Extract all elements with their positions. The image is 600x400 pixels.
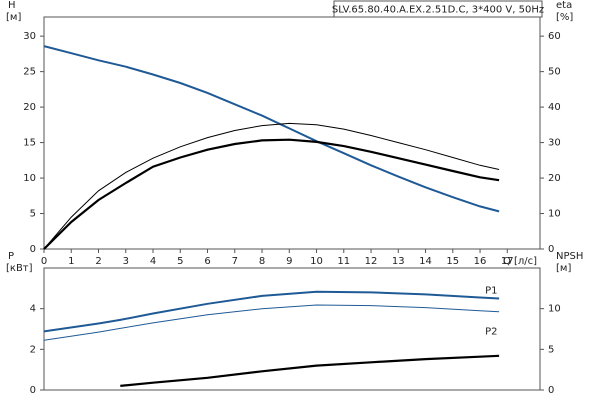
y2-tick-label: 10 (548, 209, 561, 220)
y-tick-label: 25 (23, 67, 36, 78)
y2-tick-label: 50 (548, 67, 561, 78)
series-label: P1 (485, 286, 497, 297)
y2-tick-label: 60 (548, 31, 561, 42)
y-axis-label: P (8, 251, 14, 262)
x-tick-label: 7 (232, 256, 238, 267)
x-tick-label: 0 (41, 256, 47, 267)
series-line (43, 45, 500, 213)
y2-tick-label: 0 (548, 244, 554, 255)
y-axis-label: H (8, 0, 16, 11)
y-tick-label: 20 (23, 102, 36, 113)
series-line (43, 122, 500, 250)
y2-tick-label: 5 (548, 344, 554, 355)
plot-frame (43, 16, 541, 250)
series-line (43, 304, 500, 341)
series-line (120, 354, 500, 387)
series-label: P2 (485, 327, 497, 338)
x-tick-label: 15 (446, 256, 459, 267)
x-tick-label: 6 (204, 256, 210, 267)
y-tick-label: 30 (23, 31, 36, 42)
y2-tick-label: 10 (548, 304, 561, 315)
y-tick-label: 10 (23, 173, 36, 184)
y-tick-label: 0 (30, 244, 36, 255)
y-tick-label: 15 (23, 138, 36, 149)
x-tick-label: 12 (365, 256, 378, 267)
x-tick-label: 4 (150, 256, 156, 267)
x-tick-label: 2 (95, 256, 101, 267)
y-tick-label: 0 (30, 385, 36, 396)
y2-axis-unit: [%] (556, 12, 573, 23)
y-tick-label: 4 (30, 304, 36, 315)
y2-axis-label: NPSH (556, 251, 583, 262)
y-tick-label: 2 (30, 344, 36, 355)
y2-tick-label: 30 (548, 138, 561, 149)
x-tick-label: 16 (474, 256, 487, 267)
y-tick-label: 5 (30, 209, 36, 220)
chart-title: SLV.65.80.40.A.EX.2.51D.C, 3*400 V, 50Hz (332, 5, 544, 16)
series-line (43, 138, 500, 250)
x-tick-label: 10 (310, 256, 323, 267)
y2-tick-label: 20 (548, 173, 561, 184)
y-axis-unit: [кВт] (6, 263, 33, 274)
x-tick-label: 9 (286, 256, 292, 267)
x-tick-label: 13 (392, 256, 405, 267)
y2-axis-label: eta (556, 0, 572, 11)
x-tick-label: 3 (123, 256, 129, 267)
x-axis-label: Q [л/с] (503, 256, 537, 267)
series-line (43, 290, 500, 333)
y2-tick-label: 40 (548, 102, 561, 113)
plot-frame (43, 267, 541, 391)
y2-tick-label: 0 (548, 385, 554, 396)
y2-axis-unit: [м] (556, 263, 571, 274)
y-axis-unit: [м] (6, 12, 21, 23)
x-tick-label: 5 (177, 256, 183, 267)
x-tick-label: 8 (259, 256, 265, 267)
x-tick-label: 14 (419, 256, 432, 267)
x-tick-label: 17 (501, 256, 514, 267)
x-tick-label: 11 (337, 256, 350, 267)
x-tick-label: 1 (68, 256, 74, 267)
